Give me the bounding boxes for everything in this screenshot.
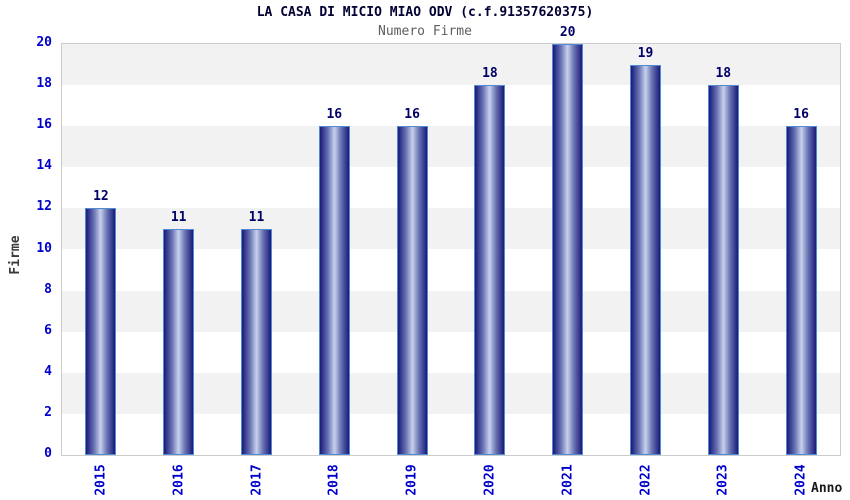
- plot-area: 12 11 11 16 16 18 20 19 18 16: [61, 25, 841, 456]
- y-tick-label: 20: [36, 35, 52, 50]
- y-tick-label: 4: [44, 363, 52, 379]
- bar-value-label: 12: [93, 189, 109, 205]
- x-tick-label-2024: 2024: [793, 464, 809, 496]
- bar-2021: [552, 44, 584, 455]
- grid-band: [62, 44, 840, 86]
- x-tick-label-2016: 2016: [171, 464, 187, 496]
- y-tick-label: 8: [44, 281, 52, 297]
- bar-value-label: 18: [482, 66, 498, 82]
- y-tick-label: 14: [36, 158, 52, 174]
- x-tick-label-2017: 2017: [249, 464, 264, 496]
- y-tick-label: 12: [36, 199, 52, 215]
- x-tick-label-2021: 2021: [560, 464, 576, 496]
- y-tick-label: 2: [44, 404, 52, 420]
- bar-2024: [785, 126, 817, 455]
- x-axis-title: Anno: [811, 481, 843, 496]
- bar-value-label: 16: [404, 107, 420, 123]
- bar-value-label: 18: [715, 66, 732, 82]
- x-tick-label-2015: 2015: [93, 464, 109, 496]
- bar-2020: [474, 85, 506, 455]
- x-tick-label-2020: 2020: [482, 464, 498, 496]
- bar-2016: [163, 228, 195, 455]
- bar-value-label: 16: [326, 107, 343, 123]
- bar-2015: [85, 208, 117, 455]
- bar-value-label: 11: [170, 209, 187, 225]
- bar-value-label: 16: [793, 107, 809, 123]
- x-tick-label-2019: 2019: [404, 464, 420, 496]
- bar-value-label: 20: [559, 25, 576, 40]
- chart-title: LA CASA DI MICIO MIAO ODV (c.f.913576203…: [256, 5, 594, 20]
- bar-2018: [318, 126, 350, 455]
- bar-2017: [241, 228, 272, 455]
- bar-2019: [396, 126, 428, 455]
- y-tick-label: 16: [36, 117, 52, 133]
- x-tick-label-2023: 2023: [715, 464, 731, 496]
- bar-value-label: 19: [637, 45, 654, 61]
- bar-2022: [630, 64, 661, 455]
- y-tick-label: 6: [44, 322, 52, 338]
- y-tick-label: 10: [36, 240, 52, 256]
- bar-2023: [707, 85, 739, 455]
- y-tick-label: 0: [44, 446, 52, 461]
- y-tick-label: 18: [36, 76, 52, 92]
- chart-subtitle: Numero Firme: [378, 24, 472, 39]
- x-tick-label-2022: 2022: [638, 464, 653, 496]
- bar-value-label: 11: [248, 209, 265, 225]
- x-tick-label-2018: 2018: [326, 464, 342, 496]
